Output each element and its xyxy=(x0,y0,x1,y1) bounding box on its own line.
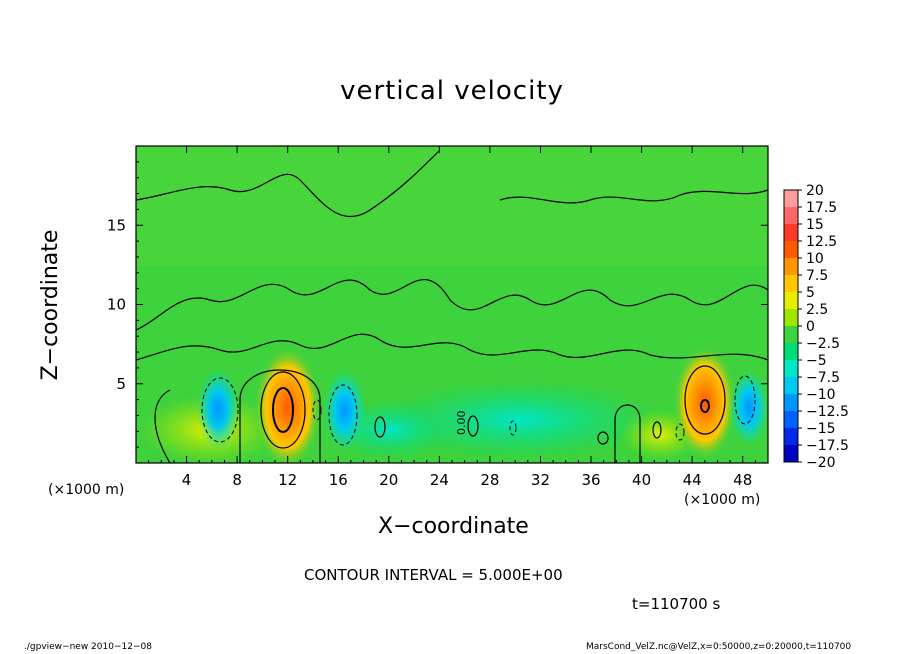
x-axis: 4 8 12 16 20 24 28 32 36 40 44 48 xyxy=(148,146,756,489)
colorbar-label: −20 xyxy=(806,455,836,471)
x-tick-label: 12 xyxy=(278,471,297,489)
colorbar-swatch xyxy=(784,190,798,208)
updraft-feature-1 xyxy=(672,344,737,462)
velocity-field xyxy=(136,146,768,463)
y-tick-label: 5 xyxy=(116,375,126,393)
x-unit-left: (×1000 m) xyxy=(48,482,125,498)
y-axis: 5 10 15 xyxy=(107,161,768,448)
footer-left: ./gpview−new 2010−12−08 xyxy=(24,642,152,652)
colorbar-swatch xyxy=(784,343,798,361)
downdraft-feature-4 xyxy=(729,369,768,446)
colorbar-label: −5 xyxy=(806,353,827,369)
updraft-feature-0 xyxy=(253,345,322,463)
contour-interval: CONTOUR INTERVAL = 5.000E+00 xyxy=(304,566,563,584)
colorbar-swatch xyxy=(784,394,798,412)
colorbar-label: 10 xyxy=(806,251,824,267)
colorbar-swatch xyxy=(784,428,798,446)
x-tick-label: 24 xyxy=(430,471,449,489)
colorbar-swatch xyxy=(784,241,798,259)
negative-contours xyxy=(201,375,756,446)
feature-cyan-band xyxy=(380,380,660,460)
colorbar-label: −7.5 xyxy=(806,370,840,386)
footer-right: MarsCond_VelZ.nc@VelZ,x=0:50000,z=0:2000… xyxy=(586,642,852,652)
colorbar-label: −12.5 xyxy=(806,404,849,420)
contour-lines xyxy=(136,149,768,463)
x-tick-label: 36 xyxy=(581,471,600,489)
x-unit-right: (×1000 m) xyxy=(684,492,761,508)
x-tick-label: 20 xyxy=(379,471,398,489)
colorbar-label: 5 xyxy=(806,285,815,301)
colorbar-swatch xyxy=(784,326,798,344)
colorbar-swatch xyxy=(784,309,798,327)
colorbar-label: 15 xyxy=(806,217,824,233)
chart-title: vertical velocity xyxy=(340,76,564,106)
colorbar-label: 12.5 xyxy=(806,234,837,250)
colorbar-swatch xyxy=(784,445,798,463)
colorbar-label: 2.5 xyxy=(806,302,828,318)
x-tick-label: 44 xyxy=(683,471,702,489)
x-tick-label: 48 xyxy=(733,471,752,489)
x-tick-label: 4 xyxy=(182,471,192,489)
x-tick-label: 28 xyxy=(480,471,499,489)
contour-label-zero: 0.00 xyxy=(455,411,468,436)
colorbar-swatch xyxy=(784,275,798,293)
x-tick-label: 16 xyxy=(329,471,348,489)
x-tick-label: 32 xyxy=(531,471,550,489)
colorbar-label: 20 xyxy=(806,183,824,199)
colorbar: 2017.51512.5107.552.50−2.5−5−7.5−10−12.5… xyxy=(783,183,849,471)
colorbar-label: 17.5 xyxy=(806,200,837,216)
colorbar-label: −17.5 xyxy=(806,438,849,454)
y-tick-label: 15 xyxy=(107,216,126,234)
time-label: t=110700 s xyxy=(632,595,721,613)
x-axis-label: X−coordinate xyxy=(378,514,529,539)
colorbar-label: 0 xyxy=(806,319,815,335)
colorbar-swatch xyxy=(784,411,798,429)
colorbar-swatch xyxy=(784,292,798,310)
colorbar-label: −2.5 xyxy=(806,336,840,352)
downdraft-feature-2 xyxy=(197,368,240,450)
colorbar-label: −10 xyxy=(806,387,836,403)
colorbar-swatch xyxy=(784,258,798,276)
colorbar-swatch xyxy=(784,224,798,242)
colorbar-swatch xyxy=(784,360,798,378)
colorbar-swatch xyxy=(784,207,798,225)
y-tick-label: 10 xyxy=(107,296,126,314)
x-tick-label: 40 xyxy=(632,471,651,489)
colorbar-label: −15 xyxy=(806,421,836,437)
downdraft-feature-3 xyxy=(323,370,366,452)
colorbar-swatch xyxy=(784,377,798,395)
colorbar-label: 7.5 xyxy=(806,268,828,284)
x-tick-label: 8 xyxy=(232,471,242,489)
